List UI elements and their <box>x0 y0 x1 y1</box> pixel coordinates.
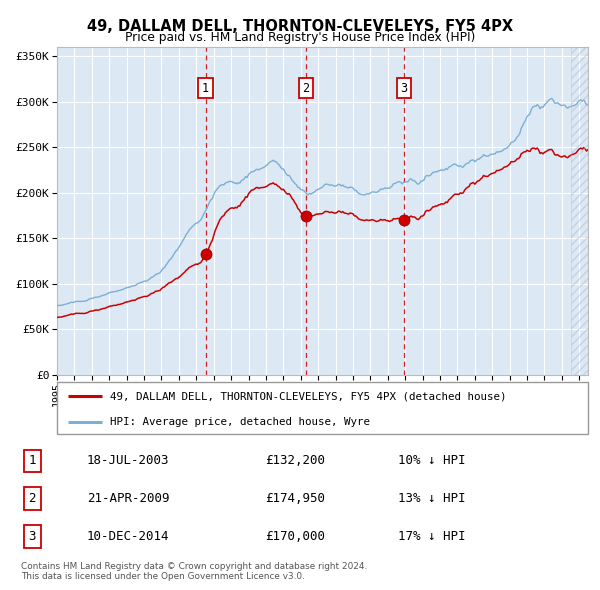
Text: 10% ↓ HPI: 10% ↓ HPI <box>398 454 466 467</box>
Text: 2: 2 <box>302 81 310 94</box>
FancyBboxPatch shape <box>57 382 588 434</box>
Text: £174,950: £174,950 <box>265 492 325 505</box>
Text: HPI: Average price, detached house, Wyre: HPI: Average price, detached house, Wyre <box>110 417 370 427</box>
Text: £170,000: £170,000 <box>265 530 325 543</box>
Text: 1: 1 <box>202 81 209 94</box>
Text: Price paid vs. HM Land Registry's House Price Index (HPI): Price paid vs. HM Land Registry's House … <box>125 31 475 44</box>
Text: 17% ↓ HPI: 17% ↓ HPI <box>398 530 466 543</box>
Text: 18-JUL-2003: 18-JUL-2003 <box>87 454 169 467</box>
Text: 2: 2 <box>28 492 36 505</box>
Text: 49, DALLAM DELL, THORNTON-CLEVELEYS, FY5 4PX (detached house): 49, DALLAM DELL, THORNTON-CLEVELEYS, FY5… <box>110 391 506 401</box>
Text: 1: 1 <box>28 454 36 467</box>
Text: 3: 3 <box>28 530 36 543</box>
Text: 3: 3 <box>401 81 408 94</box>
Text: £132,200: £132,200 <box>265 454 325 467</box>
Text: Contains HM Land Registry data © Crown copyright and database right 2024.
This d: Contains HM Land Registry data © Crown c… <box>21 562 367 581</box>
Text: 49, DALLAM DELL, THORNTON-CLEVELEYS, FY5 4PX: 49, DALLAM DELL, THORNTON-CLEVELEYS, FY5… <box>87 19 513 34</box>
Text: 21-APR-2009: 21-APR-2009 <box>87 492 169 505</box>
Text: 13% ↓ HPI: 13% ↓ HPI <box>398 492 466 505</box>
Text: 10-DEC-2014: 10-DEC-2014 <box>87 530 169 543</box>
